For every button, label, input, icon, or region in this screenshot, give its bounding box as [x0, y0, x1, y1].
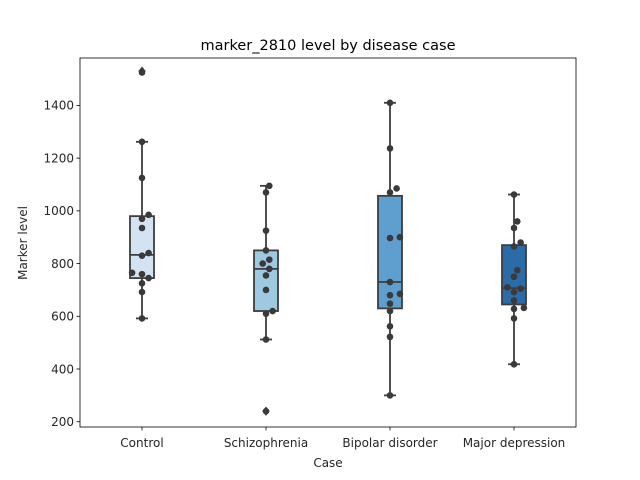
chart-title: marker_2810 level by disease case [201, 38, 456, 54]
x-axis-label: Case [313, 456, 342, 470]
data-point [510, 273, 518, 281]
data-point [145, 211, 152, 219]
data-point [386, 323, 394, 330]
y-tick-label: 600 [51, 310, 74, 324]
data-point [517, 239, 524, 246]
x-tick-label: Control [120, 436, 163, 450]
data-point [262, 227, 270, 234]
data-point [510, 191, 518, 198]
data-point [514, 218, 521, 225]
data-point [386, 145, 394, 152]
x-tick-label: Schizophrenia [224, 436, 308, 450]
y-tick-label: 400 [51, 362, 74, 376]
swarm-group-4 [504, 191, 528, 368]
data-point [138, 224, 146, 232]
data-point [138, 69, 146, 76]
data-point [393, 185, 400, 192]
data-point [510, 360, 518, 368]
swarm-group-2 [259, 182, 276, 415]
data-point [262, 286, 270, 294]
data-point [138, 288, 146, 296]
data-point [386, 278, 394, 286]
data-point [396, 233, 404, 241]
data-point [138, 215, 146, 223]
x-tick-label: Bipolar disorder [342, 436, 437, 450]
data-point [517, 285, 524, 292]
data-point [262, 310, 270, 317]
data-point [386, 189, 394, 196]
data-point [262, 247, 270, 254]
data-point [510, 243, 518, 250]
data-point [266, 256, 273, 263]
y-tick-label: 1400 [43, 99, 74, 113]
data-point [386, 392, 394, 399]
y-axis-label: Marker level [16, 206, 30, 280]
data-point [510, 288, 518, 296]
data-point [145, 249, 152, 257]
data-point [262, 407, 270, 415]
data-point [386, 333, 394, 341]
swarm-group-1 [128, 69, 152, 322]
data-point [138, 138, 146, 146]
data-point [138, 174, 146, 182]
data-point [520, 304, 528, 312]
data-point [386, 291, 394, 299]
data-point [262, 336, 270, 343]
data-point [266, 265, 273, 273]
y-tick-label: 200 [51, 415, 74, 429]
data-point [510, 315, 518, 322]
data-point [386, 307, 394, 315]
iqr-box [377, 194, 403, 310]
box-group-2 [253, 184, 279, 416]
data-point [396, 290, 404, 298]
iqr-box [253, 249, 279, 312]
data-point [138, 270, 146, 278]
data-point [262, 272, 270, 279]
data-point [510, 305, 518, 313]
data-point [514, 266, 521, 274]
data-point [138, 280, 146, 287]
data-point [259, 260, 267, 267]
data-point [269, 307, 276, 315]
data-point [138, 252, 146, 259]
y-axis: 200 400 600 800 1000 1200 1400 [43, 99, 80, 429]
data-point [262, 189, 270, 196]
box-group-3 [377, 101, 403, 397]
data-point [386, 234, 394, 242]
plot-area [128, 66, 528, 416]
y-tick-label: 1000 [43, 204, 74, 218]
data-point [128, 269, 136, 277]
y-tick-label: 1200 [43, 151, 74, 165]
x-axis: Control Schizophrenia Bipolar disorder Majo… [120, 427, 565, 450]
data-point [386, 99, 394, 107]
x-tick-label: Major depression [463, 436, 566, 450]
data-point [145, 274, 152, 282]
data-point [138, 315, 146, 322]
data-point [266, 182, 273, 190]
plot-frame [79, 57, 577, 428]
data-point [510, 224, 518, 232]
data-point [510, 297, 518, 304]
data-point [504, 284, 511, 291]
data-point [386, 300, 394, 307]
y-tick-label: 800 [51, 257, 74, 271]
swarm-group-3 [386, 99, 404, 399]
